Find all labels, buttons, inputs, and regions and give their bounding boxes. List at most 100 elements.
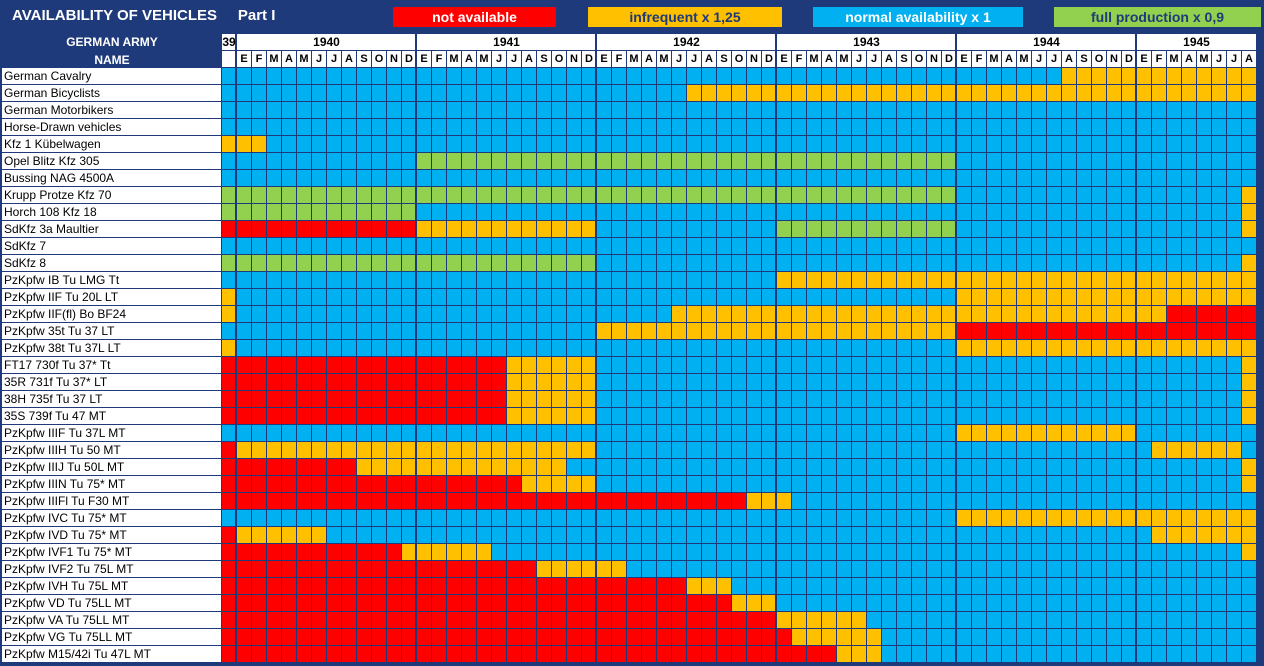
availability-cell <box>897 102 911 118</box>
availability-cell <box>522 357 536 373</box>
availability-cell <box>312 544 326 560</box>
availability-cell <box>402 357 416 373</box>
availability-cell <box>657 425 671 441</box>
availability-cell <box>1002 68 1016 84</box>
availability-cell <box>537 476 551 492</box>
availability-cell <box>957 153 971 169</box>
availability-cell <box>1077 187 1091 203</box>
availability-cell <box>312 578 326 594</box>
availability-cell <box>732 272 746 288</box>
availability-cell <box>1047 442 1061 458</box>
availability-cell <box>492 204 506 220</box>
availability-cell <box>1167 357 1181 373</box>
availability-cell <box>1122 255 1136 271</box>
availability-cell <box>1227 561 1241 577</box>
availability-cell <box>822 391 836 407</box>
availability-cell <box>1227 187 1241 203</box>
availability-cell <box>522 119 536 135</box>
availability-cell <box>252 255 266 271</box>
availability-cell <box>1017 425 1031 441</box>
month-header: F <box>612 51 626 67</box>
availability-cell <box>1167 85 1181 101</box>
availability-cell <box>612 306 626 322</box>
availability-cell <box>942 527 956 543</box>
availability-cell <box>837 238 851 254</box>
availability-cell <box>582 595 596 611</box>
availability-cell <box>747 578 761 594</box>
availability-cell <box>852 306 866 322</box>
availability-cell <box>492 136 506 152</box>
availability-cell <box>852 425 866 441</box>
availability-cell <box>927 221 941 237</box>
availability-cell <box>807 153 821 169</box>
availability-cell <box>1167 340 1181 356</box>
availability-cell <box>867 255 881 271</box>
vehicle-name: PzKpfw 35t Tu 37 LT <box>2 323 221 339</box>
availability-cell <box>732 646 746 662</box>
availability-cell <box>807 289 821 305</box>
availability-cell <box>222 323 236 339</box>
availability-cell <box>372 629 386 645</box>
month-header: M <box>627 51 641 67</box>
availability-cell <box>432 578 446 594</box>
availability-cell <box>1227 102 1241 118</box>
availability-cell <box>987 68 1001 84</box>
availability-cell <box>1047 170 1061 186</box>
availability-cell <box>477 510 491 526</box>
availability-cell <box>267 68 281 84</box>
availability-cell <box>912 527 926 543</box>
availability-cell <box>342 221 356 237</box>
availability-cell <box>912 170 926 186</box>
availability-cell <box>687 629 701 645</box>
availability-cell <box>402 119 416 135</box>
availability-cell <box>567 68 581 84</box>
availability-cell <box>402 136 416 152</box>
availability-cell <box>477 68 491 84</box>
availability-cell <box>732 102 746 118</box>
availability-cell <box>252 306 266 322</box>
year-separator <box>235 34 237 666</box>
availability-cell <box>1077 646 1091 662</box>
availability-cell <box>1152 629 1166 645</box>
availability-cell <box>462 561 476 577</box>
availability-cell <box>597 391 611 407</box>
availability-cell <box>882 204 896 220</box>
availability-cell <box>687 68 701 84</box>
availability-cell <box>942 612 956 628</box>
availability-cell <box>612 289 626 305</box>
availability-cell <box>612 136 626 152</box>
availability-cell <box>1242 221 1256 237</box>
availability-cell <box>522 374 536 390</box>
availability-cell <box>417 289 431 305</box>
availability-cell <box>312 306 326 322</box>
availability-cell <box>372 544 386 560</box>
availability-cell <box>1152 323 1166 339</box>
availability-cell <box>627 510 641 526</box>
month-header: O <box>552 51 566 67</box>
availability-cell <box>1107 578 1121 594</box>
availability-cell <box>642 629 656 645</box>
availability-cell <box>897 595 911 611</box>
availability-cell <box>552 510 566 526</box>
availability-cell <box>492 119 506 135</box>
availability-cell <box>1242 493 1256 509</box>
availability-cell <box>867 646 881 662</box>
vehicle-name: PzKpfw IVH Tu 75L MT <box>2 578 221 594</box>
year-header-1940: 1940 <box>237 34 416 50</box>
availability-cell <box>1092 595 1106 611</box>
availability-cell <box>222 425 236 441</box>
availability-cell <box>672 255 686 271</box>
availability-cell <box>312 374 326 390</box>
availability-cell <box>1062 255 1076 271</box>
availability-cell <box>387 510 401 526</box>
availability-cell <box>747 306 761 322</box>
availability-cell <box>1047 374 1061 390</box>
availability-cell <box>777 255 791 271</box>
availability-cell <box>312 221 326 237</box>
availability-cell <box>312 119 326 135</box>
availability-cell <box>1017 204 1031 220</box>
availability-cell <box>567 442 581 458</box>
availability-cell <box>1137 187 1151 203</box>
availability-cell <box>627 561 641 577</box>
availability-cell <box>942 629 956 645</box>
